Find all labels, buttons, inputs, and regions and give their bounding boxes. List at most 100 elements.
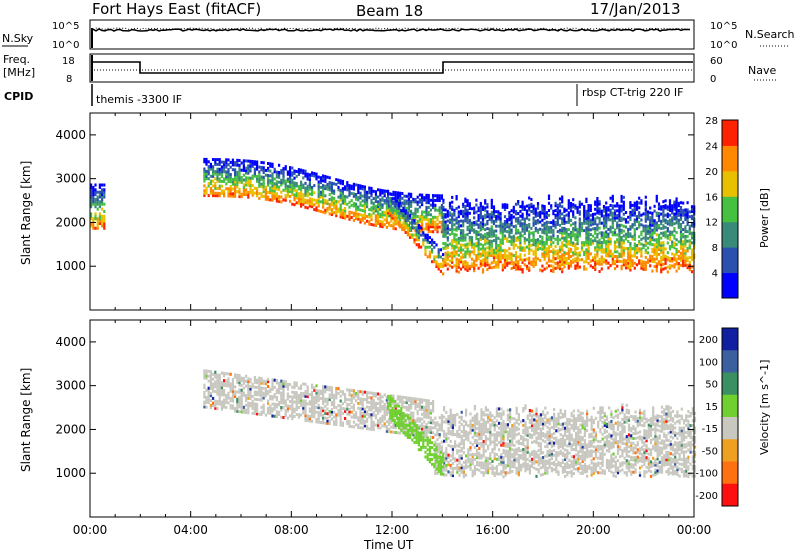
echo-cell	[291, 414, 294, 418]
echo-cell	[671, 264, 674, 268]
echo-cell	[260, 381, 263, 385]
echo-cell	[363, 197, 366, 201]
echo-cell	[337, 210, 340, 213]
echo-cell	[532, 264, 535, 268]
echo-cell	[264, 192, 267, 196]
echo-cell	[249, 183, 252, 187]
echo-cell	[607, 235, 610, 239]
echo-cell	[402, 209, 405, 213]
echo-cell	[286, 404, 289, 408]
echo-cell	[207, 374, 210, 378]
echo-cell	[404, 221, 407, 225]
echo-cell	[205, 400, 208, 404]
echo-cell	[401, 192, 404, 195]
echo-cell	[684, 234, 687, 238]
echo-cell	[545, 230, 548, 234]
echo-cell	[495, 215, 498, 218]
echo-cell	[218, 172, 221, 176]
echo-cell	[225, 177, 228, 181]
echo-cell	[462, 429, 465, 433]
echo-cell	[94, 214, 97, 218]
echo-cell	[96, 219, 99, 223]
echo-cell	[585, 243, 588, 247]
echo-cell	[300, 391, 303, 395]
echo-cell	[629, 225, 632, 229]
echo-cell	[479, 242, 482, 246]
echo-cell	[427, 401, 430, 405]
echo-cell	[390, 430, 393, 434]
echo-cell	[256, 381, 259, 385]
echo-cell	[425, 201, 428, 205]
echo-cell	[473, 421, 476, 425]
echo-cell	[439, 248, 442, 252]
echo-cell	[613, 250, 617, 254]
echo-cell	[473, 262, 476, 265]
echo-cell	[395, 218, 398, 222]
echo-cell	[541, 206, 544, 210]
echo-cell	[341, 421, 344, 425]
echo-cell	[402, 211, 405, 215]
echo-cell	[434, 423, 437, 427]
echo-cell	[372, 204, 375, 208]
echo-cell	[629, 266, 632, 270]
echo-cell	[556, 230, 559, 234]
echo-cell	[503, 258, 507, 262]
echo-cell	[583, 205, 586, 208]
echo-cell	[256, 165, 259, 169]
echo-cell	[247, 401, 250, 405]
echo-cell	[640, 201, 643, 205]
echo-cell	[457, 212, 460, 216]
echo-cell	[519, 224, 522, 228]
echo-cell	[480, 454, 483, 458]
echo-cell	[324, 385, 327, 389]
echo-cell	[451, 433, 454, 437]
echo-cell	[616, 259, 619, 263]
echo-cell	[596, 252, 599, 256]
echo-cell	[660, 241, 663, 245]
echo-cell	[286, 382, 289, 386]
echo-cell	[440, 421, 443, 425]
echo-cell	[293, 415, 296, 418]
echo-cell	[468, 238, 471, 242]
echo-cell	[245, 374, 248, 378]
echo-cell	[103, 226, 106, 230]
echo-cell	[278, 171, 281, 174]
echo-cell	[675, 214, 678, 218]
echo-cell	[449, 466, 452, 470]
echo-cell	[422, 243, 425, 247]
echo-cell	[337, 200, 340, 204]
echo-cell	[587, 261, 590, 265]
echo-cell	[370, 206, 373, 210]
echo-cell	[607, 254, 610, 258]
echo-cell	[453, 235, 456, 239]
echo-cell	[209, 377, 212, 381]
echo-cell	[357, 406, 360, 410]
echo-cell	[297, 187, 300, 191]
echo-cell	[578, 205, 581, 209]
echo-cell	[447, 417, 450, 421]
echo-cell	[231, 385, 234, 389]
echo-cell	[234, 175, 237, 179]
echo-cell	[260, 376, 263, 380]
echo-cell	[390, 217, 393, 220]
echo-cell	[401, 228, 404, 232]
echo-cell	[649, 223, 652, 227]
echo-cell	[587, 244, 590, 248]
echo-cell	[379, 407, 382, 411]
echo-cell	[348, 193, 351, 197]
echo-cell	[291, 181, 294, 184]
echo-cell	[286, 409, 289, 413]
echo-cell	[448, 259, 452, 263]
echo-cell	[510, 242, 513, 246]
echo-cell	[218, 383, 221, 387]
echo-cell	[451, 471, 454, 475]
echo-cell	[417, 238, 420, 242]
echo-cell	[476, 419, 479, 423]
echo-cell	[490, 251, 493, 255]
echo-cell	[393, 202, 396, 205]
echo-cell	[473, 433, 476, 437]
echo-cell	[469, 441, 472, 445]
echo-cell	[432, 419, 435, 423]
echo-cell	[657, 236, 661, 240]
echo-cell	[410, 404, 413, 408]
